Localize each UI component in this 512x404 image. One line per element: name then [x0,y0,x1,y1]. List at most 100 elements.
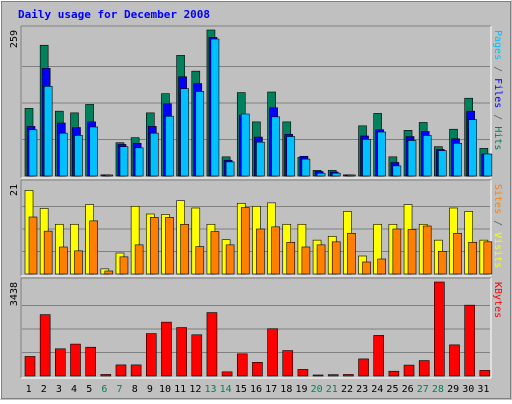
x-tick-label: 25 [386,384,398,395]
bar-kbytes-day-26 [403,364,415,377]
y-max-label: 3438 [9,282,20,306]
x-tick-label: 15 [235,384,247,395]
bar-pages-day-27 [422,135,432,177]
bar-sites-day-6 [104,270,114,275]
x-tick-label: 7 [117,384,123,395]
x-tick-label: 10 [159,384,171,395]
bar-pages-day-22 [347,174,356,177]
bar-sites-day-24 [377,258,387,275]
y-max-label: 259 [9,30,20,48]
bar-kbytes-day-31 [479,370,491,377]
bar-pages-day-6 [104,174,114,177]
bar-kbytes-day-17 [267,328,278,377]
bar-sites-day-15 [240,207,250,275]
bar-pages-day-9 [149,132,159,177]
bar-kbytes-day-14 [221,371,233,377]
y-max-label: 21 [9,184,20,196]
bar-sites-day-31 [483,241,493,275]
bar-pages-day-5 [89,126,98,177]
legend-part: Files [492,78,503,108]
bar-sites-day-23 [362,261,371,275]
bar-kbytes-day-1 [24,356,36,377]
x-tick-label: 1 [26,384,32,395]
bar-kbytes-day-6 [100,374,112,377]
legend-part: / [492,108,503,126]
legend-part: / [492,214,503,232]
series-legend-label: KBytes [492,282,503,318]
chart-title: Daily usage for December 2008 [18,8,210,21]
bar-kbytes-day-19 [297,369,309,377]
x-tick-label: 17 [265,384,277,395]
bar-kbytes-day-13 [206,312,218,377]
bar-sites-day-1 [28,216,38,275]
bar-pages-day-18 [286,136,296,177]
bar-pages-day-19 [301,158,311,177]
x-tick-label: 20 [311,384,323,395]
x-tick-label: 3 [56,384,62,395]
bar-pages-day-11 [180,88,189,177]
bar-kbytes-day-3 [55,348,66,377]
bar-kbytes-day-15 [236,353,248,377]
bar-kbytes-day-21 [327,374,339,377]
bar-sites-day-13 [210,231,220,275]
panel-2: 3438 KBytes [9,277,503,379]
bar-kbytes-day-22 [343,374,354,377]
bar-kbytes-day-8 [130,364,142,377]
bar-pages-day-28 [438,150,447,177]
bar-sites-day-26 [407,229,417,275]
bar-pages-day-3 [59,132,68,177]
x-tick-label: 8 [132,384,138,395]
x-tick-label: 9 [147,384,153,395]
legend-part: Visits [492,232,503,268]
x-tick-label: 22 [341,384,353,395]
bar-kbytes-day-30 [464,304,475,377]
bar-kbytes-day-4 [70,343,81,377]
bar-pages-day-21 [331,172,341,177]
bar-sites-day-27 [422,225,432,275]
x-tick-label: 5 [86,384,92,395]
bar-sites-day-19 [301,246,311,275]
bar-kbytes-day-25 [388,370,400,377]
x-tick-label: 27 [417,384,429,395]
bar-kbytes-day-2 [39,314,51,377]
x-tick-label: 12 [189,384,201,395]
x-tick-label: 4 [71,384,77,395]
bar-kbytes-day-20 [312,374,324,377]
x-tick-label: 24 [371,384,383,395]
x-tick-label: 19 [295,384,307,395]
bar-kbytes-day-27 [418,360,430,377]
bar-pages-day-13 [210,38,220,177]
bar-sites-day-7 [119,256,129,275]
bar-kbytes-day-9 [145,333,157,377]
bar-pages-day-15 [240,113,250,177]
bar-sites-day-25 [392,228,402,275]
bar-sites-day-21 [331,241,341,275]
bar-pages-day-30 [468,119,477,177]
bar-kbytes-day-23 [358,358,369,377]
x-tick-label: 30 [462,384,474,395]
legend-part: Hits [492,126,503,150]
bar-kbytes-day-5 [85,346,96,377]
panel-background [21,278,491,378]
bar-pages-day-7 [119,146,129,177]
x-axis-labels: 1 2 3 4 5 6 7 8 9 10 11 12 13 14 15 16 17 18 19 20 21 22 23 24 2… [26,384,490,395]
x-tick-label: 29 [447,384,459,395]
bar-pages-day-2 [43,86,53,177]
bar-sites-day-5 [89,220,98,275]
series-legend-label: Sites / Visits [492,184,503,268]
bar-kbytes-day-24 [373,335,385,377]
bar-sites-day-30 [468,241,477,275]
bar-sites-day-11 [180,223,189,275]
x-tick-label: 31 [477,384,489,395]
bar-sites-day-14 [225,244,235,275]
bar-pages-day-10 [165,115,174,177]
bar-sites-day-10 [165,217,174,275]
series-legend-label: Pages / Files / Hits [492,30,503,150]
bar-sites-day-18 [286,241,296,275]
bar-pages-day-24 [377,131,387,177]
bar-kbytes-day-28 [434,281,445,377]
bar-kbytes-day-16 [252,362,263,377]
legend-part: KBytes [492,282,503,318]
